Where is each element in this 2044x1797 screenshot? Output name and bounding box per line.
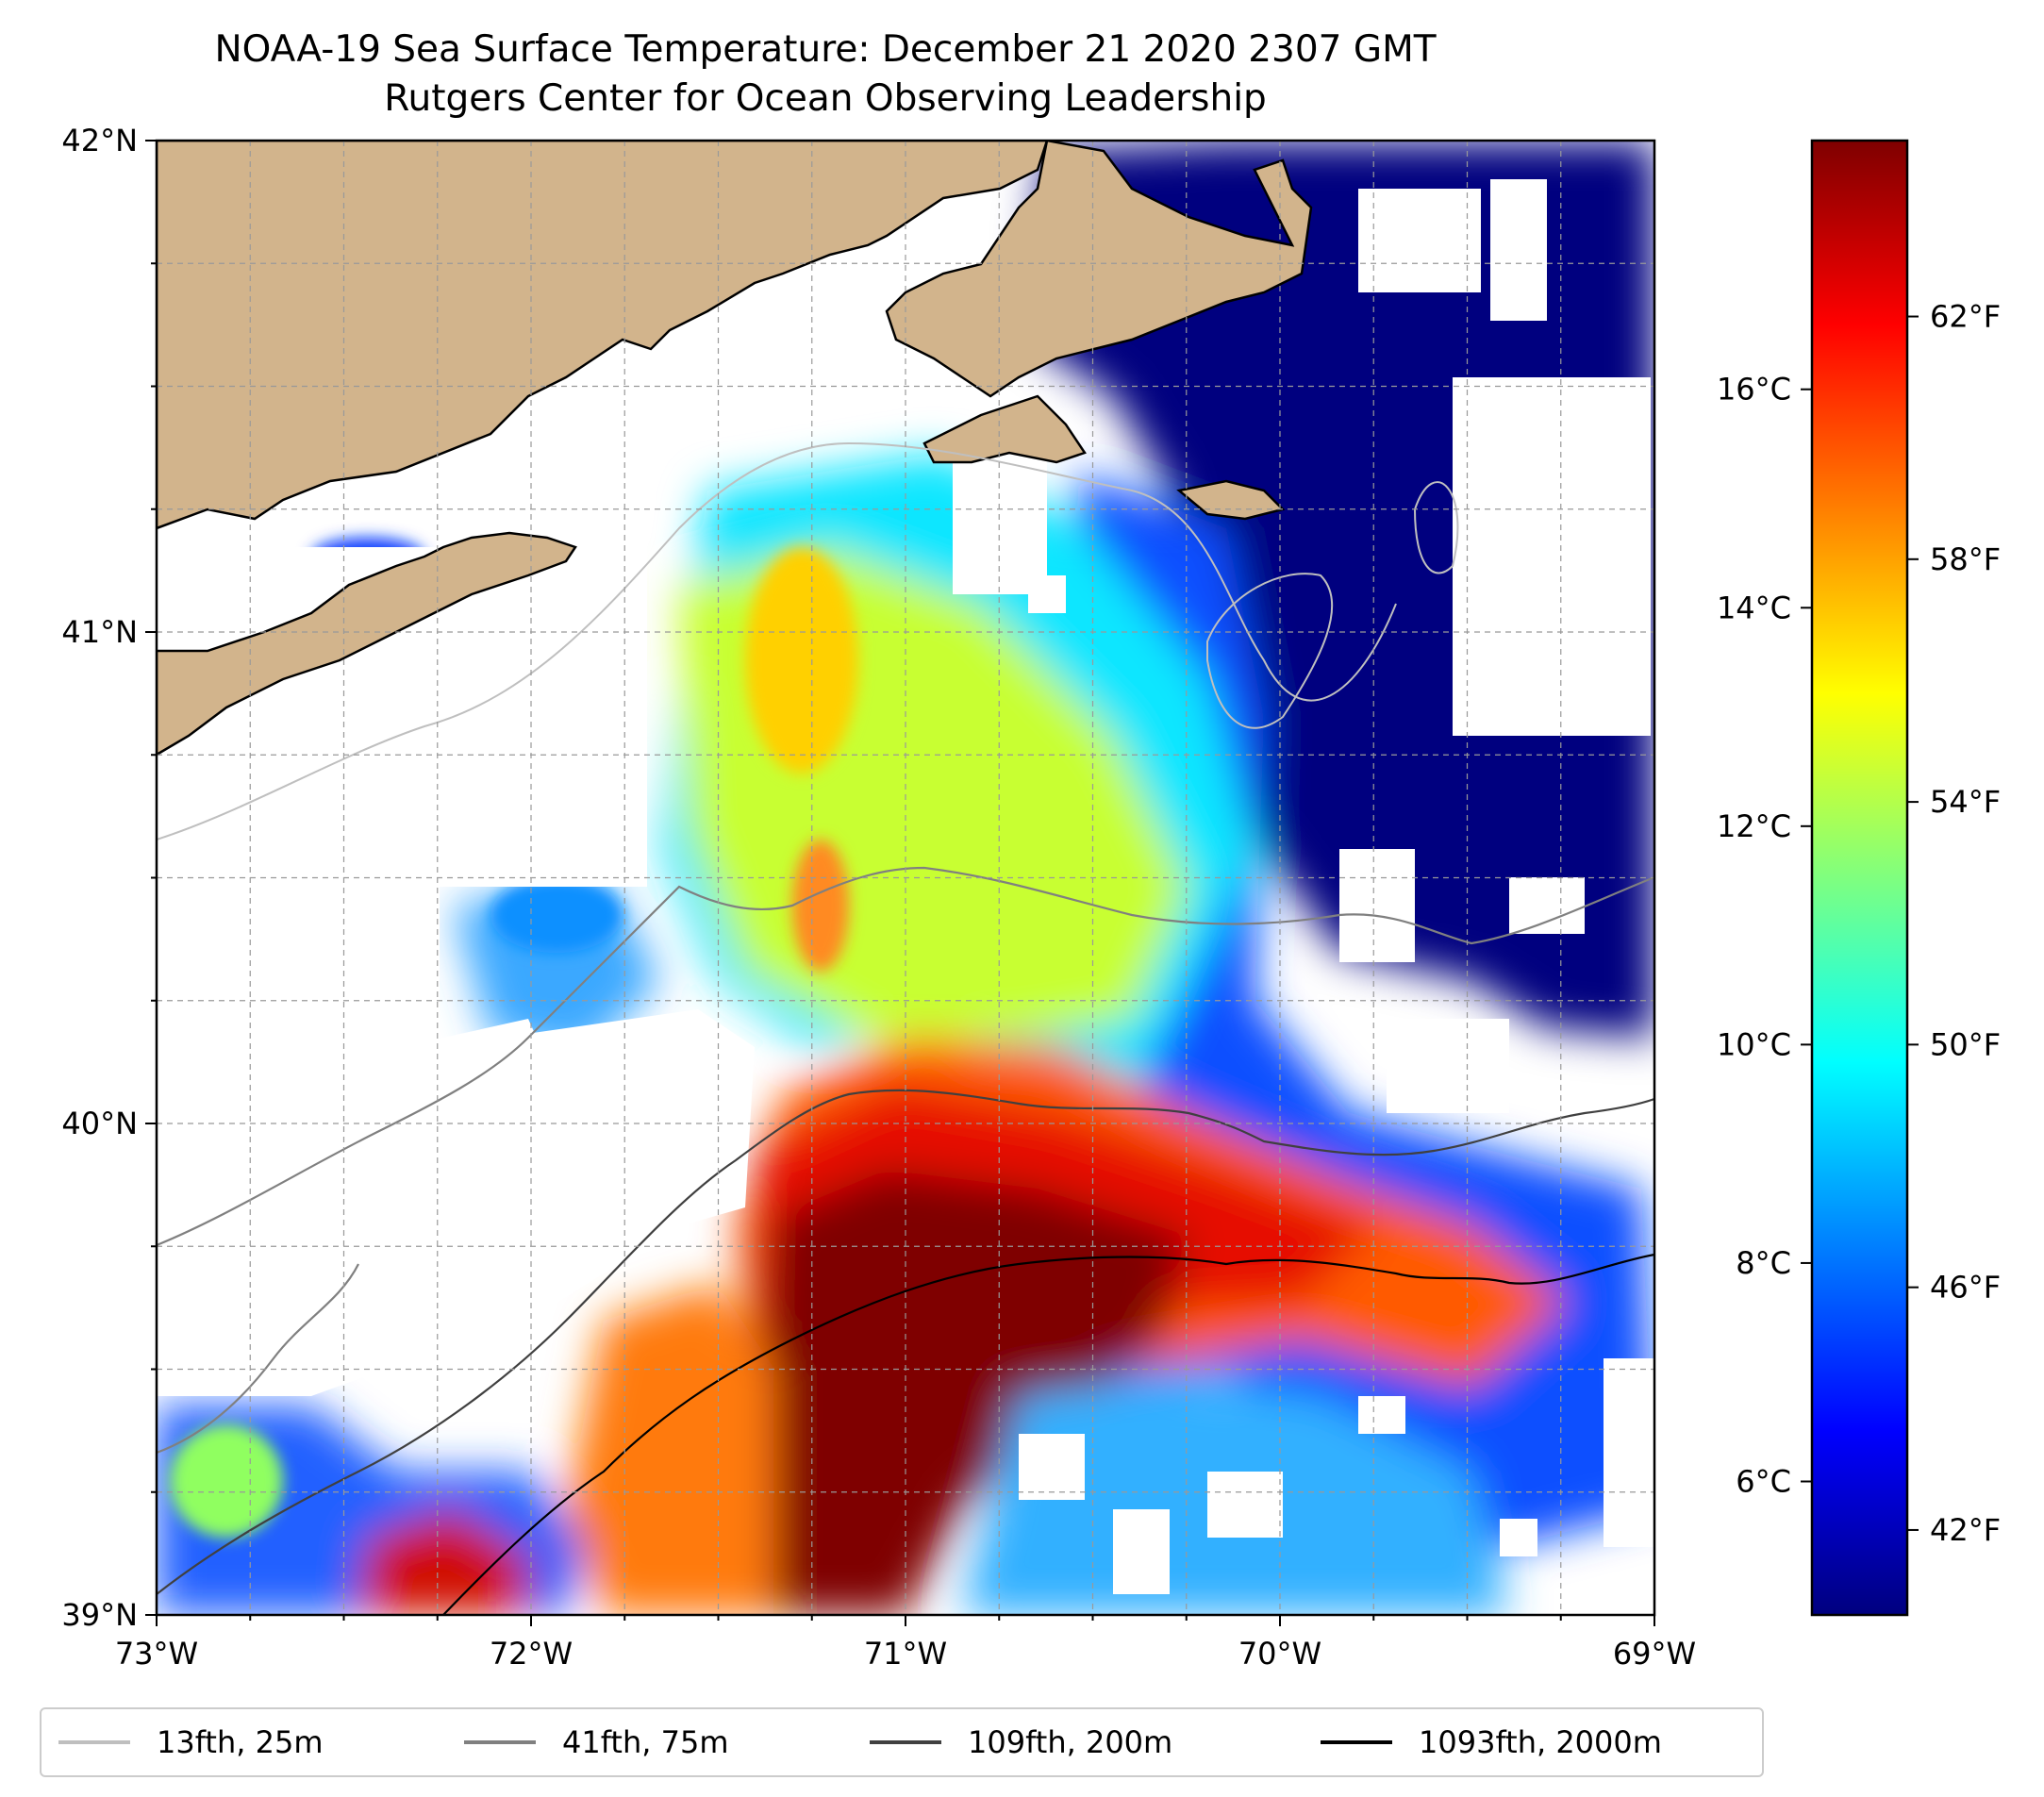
lat-tick-label: 39°N — [61, 1597, 138, 1633]
contour-25m-shoals — [1206, 481, 1459, 729]
land-connecticut-rhode-island — [157, 141, 1049, 530]
sst-orange-west — [566, 1283, 773, 1615]
legend-swatch-75m — [464, 1740, 536, 1744]
legend-item-2000m: 1093fth, 2000m — [1321, 1709, 1662, 1775]
colorbar-c-tick-label: 10°C — [1717, 1026, 1791, 1062]
depth-contour-legend: 13fth, 25m 41fth, 75m 109fth, 200m 1093f… — [40, 1707, 1764, 1777]
lon-tick-label: 72°W — [490, 1636, 573, 1672]
sst-field — [157, 141, 1654, 1615]
land-long-island — [157, 531, 577, 757]
contour-75m-west — [157, 1263, 359, 1455]
cloud-gap — [1453, 377, 1651, 736]
contour-75m — [157, 866, 1654, 1247]
colorbar-f-tick-label: 46°F — [1930, 1270, 2001, 1306]
legend-swatch-25m — [58, 1740, 130, 1744]
sst-patch-block-island — [490, 877, 623, 953]
cloud-gap — [1387, 1019, 1509, 1113]
cloud-gap — [953, 443, 1047, 594]
lon-tick-label: 69°W — [1613, 1636, 1696, 1672]
cloud-gap — [1500, 1519, 1537, 1556]
contour-200m — [157, 1089, 1654, 1595]
cloud-gap — [157, 877, 440, 1047]
longitude-axis: 73°W 72°W 71°W 70°W 69°W — [115, 1615, 1696, 1672]
sst-red-southwest — [358, 1509, 528, 1615]
cloud-gap — [1490, 179, 1547, 321]
colorbar-f-tick-label: 50°F — [1930, 1026, 2001, 1062]
legend-item-75m: 41fth, 75m — [464, 1709, 728, 1775]
legend-label-2000m: 1093fth, 2000m — [1419, 1724, 1662, 1760]
cloud-gaps — [157, 179, 1654, 1594]
legend-label-200m: 109fth, 200m — [968, 1724, 1173, 1760]
map-gridlines — [157, 141, 1654, 1615]
legend-label-25m: 13fth, 25m — [157, 1724, 324, 1760]
cloud-gap — [1509, 877, 1585, 934]
cloud-gap — [1358, 1396, 1405, 1434]
colorbar-f-tick-label: 54°F — [1930, 784, 2001, 820]
cloud-gap — [1358, 189, 1481, 292]
colorbar-fahrenheit-axis: 42°F 46°F 50°F 54°F 58°F 62°F — [1907, 299, 2001, 1548]
legend-label-75m: 41fth, 75m — [562, 1724, 729, 1760]
colorbar-f-tick-label: 62°F — [1930, 299, 2001, 335]
colorbar-f-tick-label: 58°F — [1930, 541, 2001, 577]
cloud-gap — [1113, 1509, 1170, 1594]
lat-tick-label: 41°N — [61, 614, 138, 650]
lon-tick-label: 71°W — [864, 1636, 947, 1672]
map-plot-area — [157, 141, 1654, 1615]
lat-tick-label: 40°N — [61, 1106, 138, 1141]
cloud-gap — [1207, 1472, 1283, 1538]
colorbar: 42°F 46°F 50°F 54°F 58°F 62°F 6°C 8°C 10°C 12°C 1… — [1717, 139, 2001, 1617]
cloud-gap — [434, 1009, 755, 1339]
sst-cold-water-northeast — [1028, 141, 1654, 1038]
depth-contours — [157, 441, 1654, 1615]
contour-2000m — [442, 1253, 1654, 1615]
cloud-gap — [1604, 1358, 1654, 1547]
legend-item-25m: 13fth, 25m — [58, 1709, 323, 1775]
land-massachusetts-cape-cod — [885, 141, 1313, 398]
colorbar-c-tick-label: 14°C — [1717, 590, 1791, 625]
sst-darkred-core — [755, 1170, 1188, 1615]
colorbar-celsius-axis: 6°C 8°C 10°C 12°C 14°C 16°C — [1717, 372, 1812, 1499]
colorbar-c-tick-label: 16°C — [1717, 372, 1791, 408]
colorbar-c-tick-label: 8°C — [1736, 1245, 1791, 1281]
colorbar-f-tick-label: 42°F — [1930, 1512, 2001, 1548]
cloud-gap — [1339, 849, 1415, 962]
sst-patch-southwest — [170, 1424, 283, 1538]
sst-patch-orange-streak — [792, 840, 849, 972]
colorbar-gradient — [1810, 139, 1909, 1617]
land-marthas-vineyard — [922, 394, 1087, 464]
sst-patch-sound — [745, 547, 858, 774]
colorbar-c-tick-label: 6°C — [1736, 1463, 1791, 1499]
legend-swatch-2000m — [1321, 1740, 1392, 1744]
lon-tick-label: 70°W — [1238, 1636, 1321, 1672]
contour-25m — [157, 441, 1397, 840]
legend-item-200m: 109fth, 200m — [870, 1709, 1172, 1775]
colorbar-c-tick-label: 12°C — [1717, 808, 1791, 844]
lat-tick-label: 42°N — [61, 123, 138, 158]
legend-swatch-200m — [870, 1740, 941, 1744]
latitude-axis: 39°N 40°N 41°N 42°N — [61, 123, 157, 1633]
cloud-gap — [1028, 575, 1066, 613]
cloud-gap — [1019, 1434, 1085, 1500]
lon-tick-label: 73°W — [115, 1636, 198, 1672]
map-title: NOAA-19 Sea Surface Temperature: Decembe… — [214, 28, 1437, 71]
map-subtitle: Rutgers Center for Ocean Observing Leade… — [384, 77, 1267, 120]
